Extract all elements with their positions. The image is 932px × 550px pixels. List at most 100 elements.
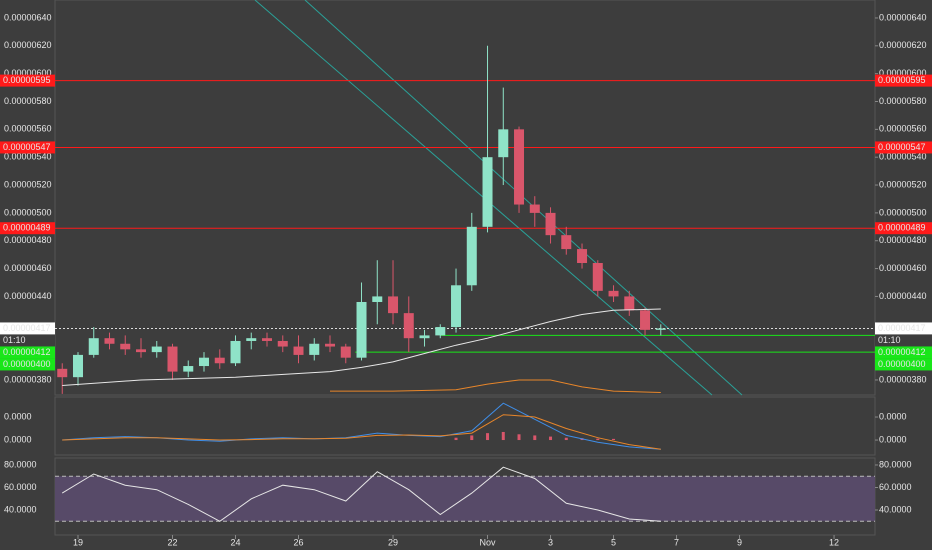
y-tick-label: 0.00000520 [4, 179, 52, 189]
candle-body [293, 346, 304, 355]
candle-body [640, 310, 651, 330]
current-price-label-box [875, 322, 932, 335]
candle-body [214, 357, 225, 364]
x-tick-label: 5 [611, 537, 616, 547]
level-label-box [0, 222, 55, 235]
y-tick-label: 0.00000620 [879, 40, 927, 50]
candle-body [498, 129, 509, 158]
candle-body [545, 212, 556, 236]
x-tick-label: 9 [737, 537, 742, 547]
candle-body [340, 346, 351, 358]
countdown-label: 01:10 [3, 335, 26, 345]
level-label-box [875, 141, 932, 154]
x-tick-label: 3 [548, 537, 553, 547]
y-tick-label: 0.00000440 [879, 291, 927, 301]
y-tick-label: 0.00000520 [879, 179, 927, 189]
level-label: 0.00000400 [878, 359, 926, 369]
candle-body [167, 346, 178, 372]
y-tick-label: 60.0000 [879, 482, 912, 492]
y-tick-label: 0.00000620 [4, 40, 52, 50]
candle-body [419, 335, 430, 339]
candle-body [403, 313, 414, 339]
y-tick-label: 0.00000480 [4, 235, 52, 245]
level-label-box [0, 74, 55, 87]
current-price-label: 0.00000417 [878, 323, 926, 333]
macd-bar [596, 438, 600, 441]
candle-body [136, 349, 147, 353]
candle-body [120, 343, 131, 350]
y-tick-label: 0.00000600 [4, 68, 52, 78]
candle-body [451, 285, 462, 328]
y-tick-label: 0.00000580 [879, 96, 927, 106]
level-label: 0.00000547 [3, 142, 51, 152]
macd-bar [486, 433, 490, 441]
candle-body [309, 343, 320, 355]
candle-body [230, 340, 241, 364]
level-label: 0.00000595 [878, 75, 926, 85]
overlay-line [330, 379, 661, 393]
candle-body [57, 368, 68, 378]
y-tick-label: 0.00000580 [4, 96, 52, 106]
candle-body [72, 354, 83, 378]
y-tick-label: 0.00000460 [4, 263, 52, 273]
level-label-box [875, 222, 932, 235]
macd-bar [549, 436, 553, 441]
y-tick-label: 0.00000380 [879, 374, 927, 384]
x-tick-label: 12 [829, 537, 839, 547]
candle-body [356, 301, 367, 358]
candle-body [262, 338, 273, 341]
x-tick-label: Nov [480, 537, 497, 547]
candle-body [372, 296, 383, 302]
macd-bar [612, 438, 616, 441]
level-label-box [0, 141, 55, 154]
level-label: 0.00000412 [878, 347, 926, 357]
macd-bar [470, 435, 474, 441]
y-tick-label: 40.0000 [4, 504, 37, 514]
y-tick-label: 80.0000 [4, 459, 37, 469]
y-tick-label: 40.0000 [879, 504, 912, 514]
candle-body [577, 249, 588, 264]
y-tick-label: 0.0000 [4, 411, 32, 421]
level-label: 0.00000412 [3, 347, 51, 357]
level-label: 0.00000489 [3, 223, 51, 233]
x-tick-label: 29 [388, 537, 398, 547]
y-tick-label: 0.00000600 [879, 68, 927, 78]
y-tick-label: 0.00000460 [879, 263, 927, 273]
x-tick-label: 24 [230, 537, 240, 547]
y-tick-label: 0.0000 [879, 434, 907, 444]
level-label-box [875, 74, 932, 87]
panel [54, 0, 876, 396]
y-tick-label: 0.0000 [879, 411, 907, 421]
current-price-label-box [0, 322, 55, 335]
candle-body [277, 340, 288, 347]
candle-body [624, 296, 635, 311]
candle-body [388, 296, 399, 314]
countdown-label-box [875, 334, 932, 347]
level-label: 0.00000595 [3, 75, 51, 85]
candle-body [199, 357, 210, 367]
y-tick-label: 80.0000 [879, 459, 912, 469]
macd-line [62, 414, 661, 450]
x-tick-label: 7 [674, 537, 679, 547]
level-label-box [875, 358, 932, 371]
candle-body [466, 226, 477, 286]
candle-body [592, 263, 603, 291]
macd-bar [517, 434, 521, 441]
candle-body [435, 327, 446, 336]
y-tick-label: 0.00000540 [4, 152, 52, 162]
current-price-label: 0.00000417 [3, 323, 51, 333]
moving-average [62, 308, 661, 386]
rsi-line [61, 466, 661, 522]
level-label-box [875, 346, 932, 359]
y-tick-label: 0.00000640 [879, 12, 927, 22]
y-tick-label: 0.00000440 [4, 291, 52, 301]
candle-body [608, 290, 619, 297]
y-tick-label: 0.00000380 [4, 374, 52, 384]
y-tick-label: 0.00000500 [879, 207, 927, 217]
x-tick-label: 19 [73, 537, 83, 547]
level-label-box [0, 358, 55, 371]
level-label: 0.00000400 [3, 359, 51, 369]
macd-bar [533, 435, 537, 441]
candle-body [514, 129, 525, 205]
